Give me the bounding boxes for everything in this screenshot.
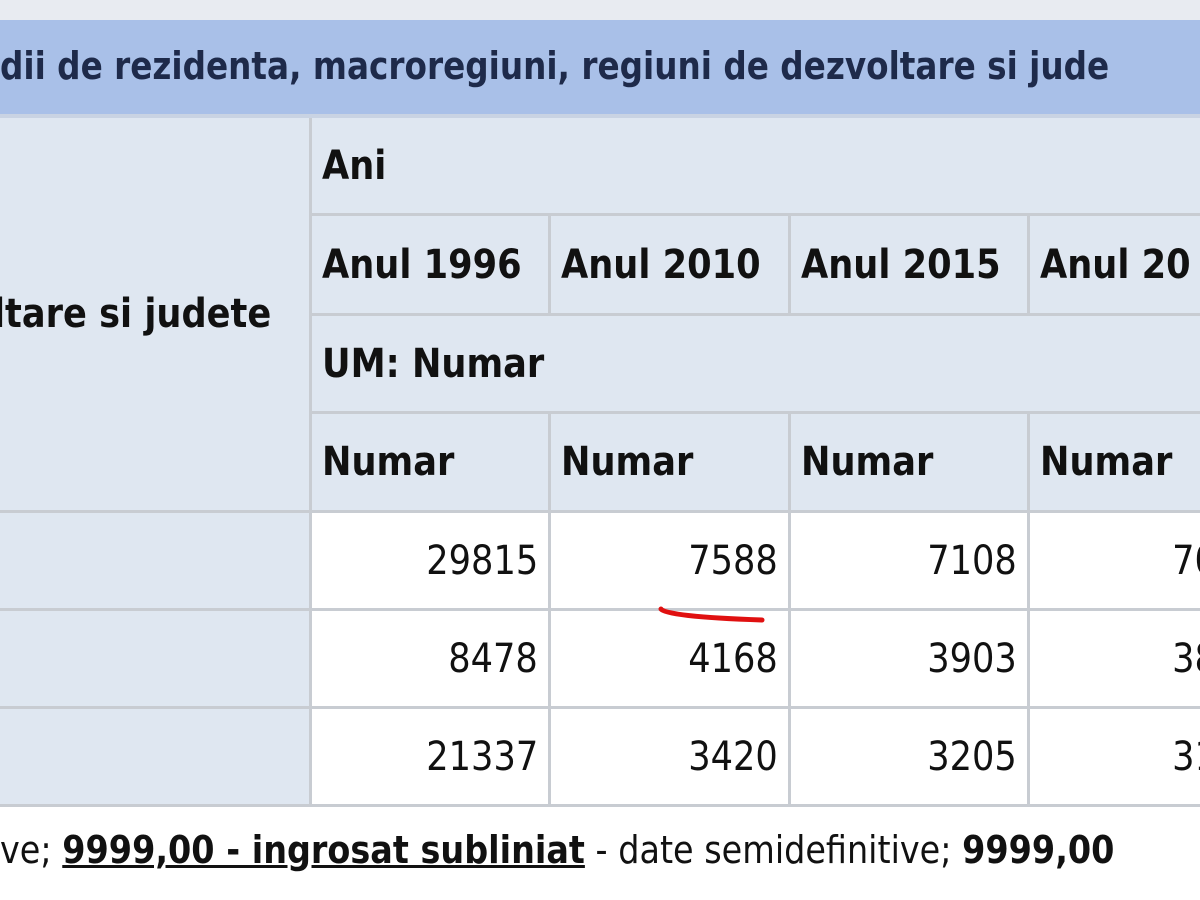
year-header: Anul 20	[1030, 216, 1200, 316]
data-cell-text: 8478	[448, 635, 538, 682]
year-header-text: Anul 2010	[561, 241, 761, 288]
unit-header-text: UM: Numar	[322, 340, 545, 387]
group-header-text: Ani	[322, 142, 387, 189]
footer-bold: 9999,00	[962, 828, 1115, 872]
data-cell-text: 70	[1172, 537, 1200, 584]
data-cell: 4168	[551, 611, 791, 709]
year-header-text: Anul 20	[1040, 241, 1191, 288]
table-title: dii de rezidenta, macroregiuni, regiuni …	[0, 44, 1110, 88]
data-cell-text: 29815	[426, 537, 538, 584]
unit-header: UM: Numar	[312, 316, 1200, 414]
footer-bold-underlined: 9999,00 - ingrosat subliniat	[62, 828, 585, 872]
year-header: Anul 2015	[791, 216, 1030, 316]
stub-header: ltare si judete	[0, 118, 312, 513]
unit-cell: Numar	[312, 414, 551, 513]
row-stub	[0, 709, 312, 807]
stub-header-text: ltare si judete	[0, 291, 271, 337]
unit-cell-text: Numar	[322, 439, 455, 485]
unit-cell-text: Numar	[1040, 439, 1173, 485]
top-band	[0, 0, 1200, 20]
data-cell: 3205	[791, 709, 1030, 807]
data-cell-text: 4168	[688, 635, 778, 682]
unit-cell: Numar	[791, 414, 1030, 513]
data-cell: 7108	[791, 513, 1030, 611]
data-cell-text: 31	[1172, 733, 1200, 780]
unit-cell-text: Numar	[561, 439, 694, 485]
data-cell: 38	[1030, 611, 1200, 709]
year-header-text: Anul 2015	[801, 241, 1001, 288]
unit-cell: Numar	[1030, 414, 1200, 513]
data-cell: 31	[1030, 709, 1200, 807]
data-cell-text: 21337	[426, 733, 538, 780]
year-header-text: Anul 1996	[322, 241, 522, 288]
data-cell-text: 3903	[927, 635, 1017, 682]
footer-text: - date semidefinitive;	[584, 828, 963, 872]
data-cell: 70	[1030, 513, 1200, 611]
year-header: Anul 1996	[312, 216, 551, 316]
legend-note: ve; 9999,00 - ingrosat subliniat - date …	[0, 828, 1114, 872]
data-cell: 7588	[551, 513, 791, 611]
data-cell-text: 3420	[688, 733, 778, 780]
title-bar	[0, 20, 1200, 118]
data-cell-text: 7108	[927, 537, 1017, 584]
group-header: Ani	[312, 118, 1200, 216]
data-cell-text: 7588	[688, 537, 778, 584]
year-header: Anul 2010	[551, 216, 791, 316]
row-stub	[0, 513, 312, 611]
unit-cell: Numar	[551, 414, 791, 513]
data-cell: 29815	[312, 513, 551, 611]
data-cell-text: 3205	[927, 733, 1017, 780]
data-cell-text: 38	[1172, 635, 1200, 682]
footer-text: ve;	[0, 828, 63, 872]
data-cell: 8478	[312, 611, 551, 709]
data-cell: 21337	[312, 709, 551, 807]
unit-cell-text: Numar	[801, 439, 934, 485]
data-cell: 3903	[791, 611, 1030, 709]
data-cell: 3420	[551, 709, 791, 807]
row-stub	[0, 611, 312, 709]
